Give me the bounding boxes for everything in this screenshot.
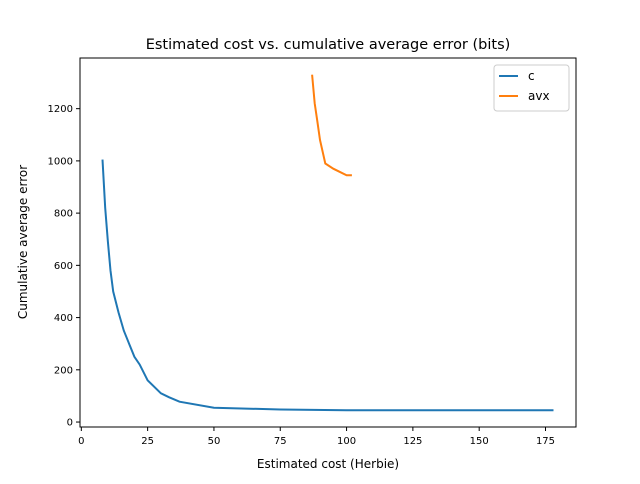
- y-tick-label: 600: [54, 261, 73, 272]
- x-tick-label: 50: [208, 436, 221, 447]
- chart-title: Estimated cost vs. cumulative average er…: [146, 37, 511, 53]
- x-tick-label: 100: [337, 436, 356, 447]
- x-tick-label: 150: [470, 436, 489, 447]
- legend: c avx: [493, 64, 570, 112]
- y-tick-label: 1200: [48, 104, 73, 115]
- x-tick-label: 175: [536, 436, 555, 447]
- y-tick-label: 800: [54, 209, 73, 220]
- series-line-c: [101, 159, 554, 412]
- x-tick-label: 125: [403, 436, 422, 447]
- x-tick-label: 75: [274, 436, 287, 447]
- y-tick-label: 0: [67, 418, 73, 429]
- legend-label-c: c: [528, 69, 535, 83]
- y-tick-label: 1000: [48, 156, 73, 167]
- legend-label-avx: avx: [528, 89, 550, 103]
- plot-frame: [79, 57, 577, 428]
- y-tick-label: 400: [54, 313, 73, 324]
- y-axis-label: Cumulative average error: [16, 165, 30, 319]
- series-line-avx: [311, 74, 352, 177]
- x-tick-label: 0: [78, 436, 84, 447]
- y-tick-label: 200: [54, 365, 73, 376]
- x-axis-label: Estimated cost (Herbie): [257, 457, 399, 471]
- x-tick-label: 25: [141, 436, 154, 447]
